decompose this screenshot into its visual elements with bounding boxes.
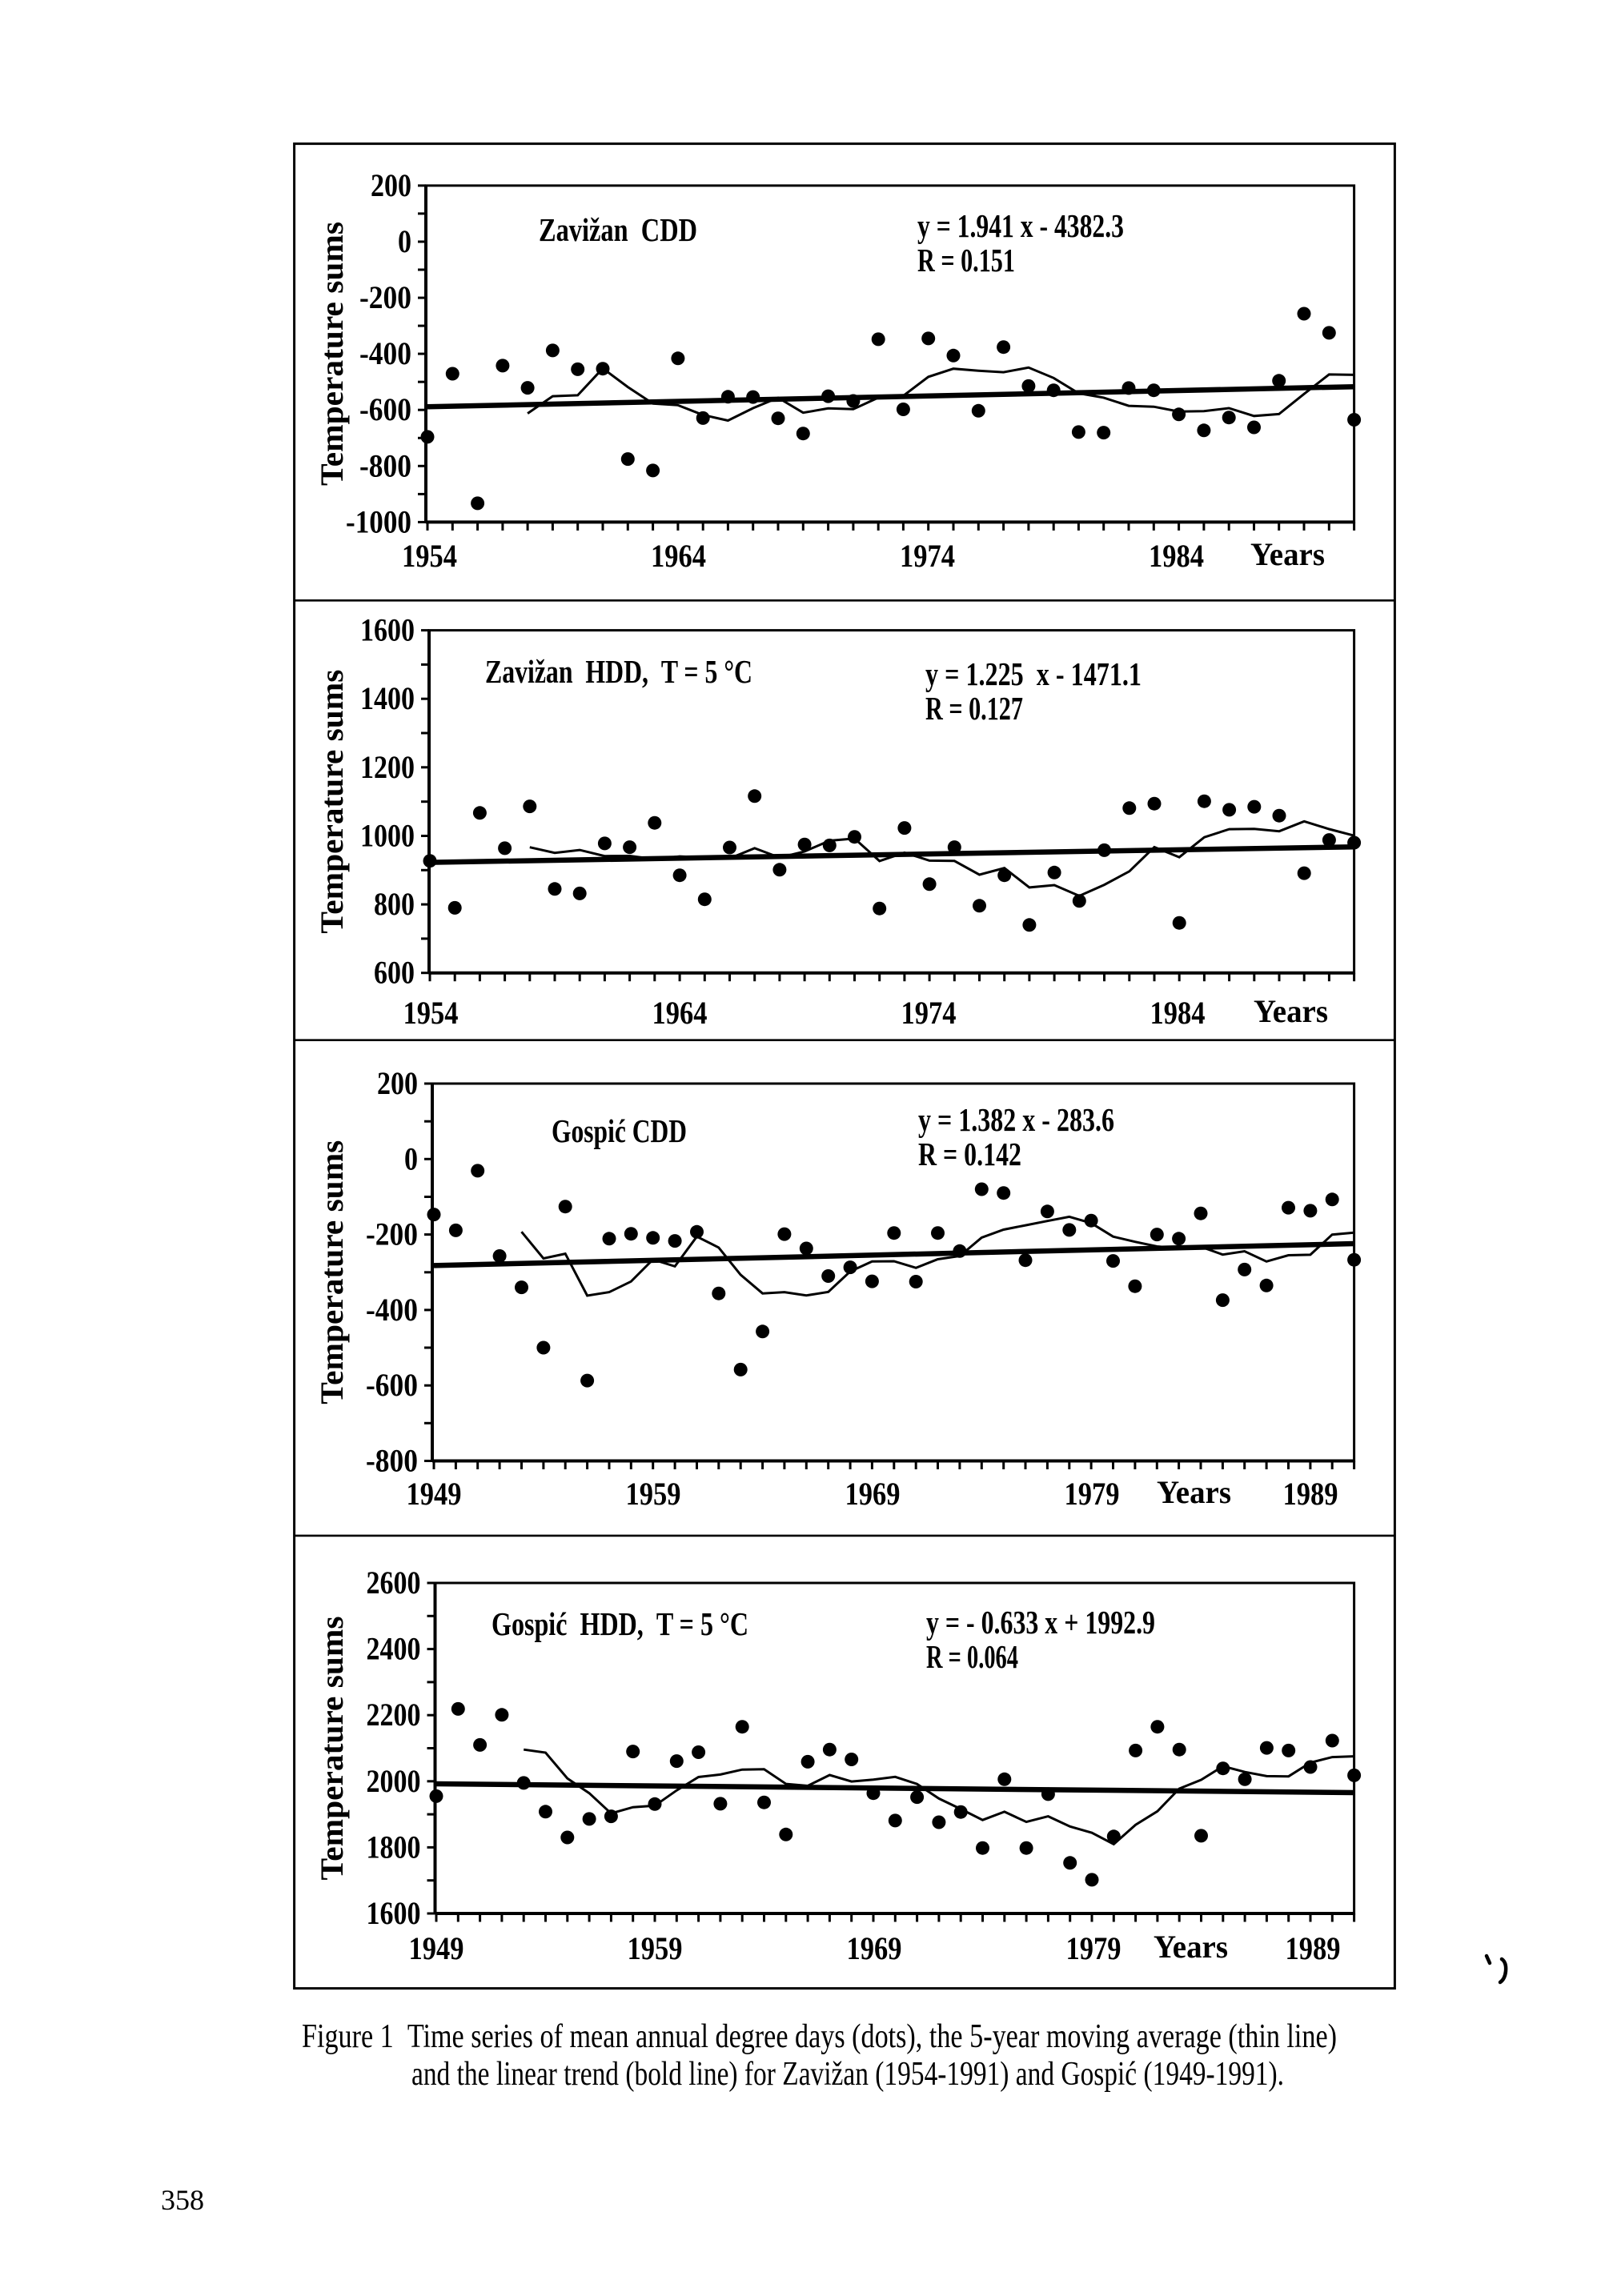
svg-text:1000: 1000 <box>360 818 415 854</box>
svg-text:y = 1.225 x - 1471.1: y = 1.225 x - 1471.1 <box>925 655 1142 692</box>
svg-text:Temperature sums: Temperature sums <box>314 1140 350 1404</box>
svg-text:-200: -200 <box>359 279 411 315</box>
svg-text:1949: 1949 <box>409 1930 464 1966</box>
svg-text:-400: -400 <box>359 335 411 371</box>
svg-text:Zavižan HDD, T = 5 °C: Zavižan HDD, T = 5 °C <box>485 653 752 690</box>
svg-text:1974: 1974 <box>901 995 957 1031</box>
svg-text:1959: 1959 <box>628 1930 683 1966</box>
svg-text:R = 0.127: R = 0.127 <box>925 690 1023 727</box>
svg-text:800: 800 <box>374 886 415 922</box>
svg-text:Figure 1 Time series of mean: Figure 1 Time series of mean annual degr… <box>302 2018 1337 2055</box>
svg-text:R = 0.151: R = 0.151 <box>917 242 1015 278</box>
svg-text:y = 1.941 x - 4382.3: y = 1.941 x - 4382.3 <box>917 207 1124 244</box>
svg-text:-400: -400 <box>366 1292 418 1328</box>
svg-text:0: 0 <box>404 1140 418 1176</box>
svg-text:y = - 0.633 x + 1992.9: y = - 0.633 x + 1992.9 <box>926 1604 1155 1641</box>
svg-text:R = 0.142: R = 0.142 <box>918 1136 1021 1172</box>
svg-text:-200: -200 <box>366 1216 418 1252</box>
svg-text:2000: 2000 <box>367 1763 421 1799</box>
svg-text:1600: 1600 <box>360 612 415 648</box>
svg-text:-800: -800 <box>359 447 411 483</box>
svg-text:Zavižan CDD: Zavižan CDD <box>539 211 697 248</box>
svg-text:and the linear trend (bold lin: and the linear trend (bold line) for Zav… <box>411 2056 1284 2093</box>
svg-text:1979: 1979 <box>1066 1930 1122 1966</box>
svg-text:1969: 1969 <box>847 1930 902 1966</box>
svg-text:1969: 1969 <box>845 1476 901 1512</box>
svg-text:200: 200 <box>377 1065 418 1101</box>
svg-text:-600: -600 <box>359 391 411 427</box>
svg-text:2400: 2400 <box>367 1631 421 1667</box>
svg-text:Years: Years <box>1254 993 1328 1029</box>
svg-text:Years: Years <box>1157 1474 1231 1510</box>
svg-text:Gospić CDD: Gospić CDD <box>552 1112 687 1149</box>
svg-text:1984: 1984 <box>1150 995 1206 1031</box>
svg-text:1964: 1964 <box>651 538 706 574</box>
svg-text:Temperature sums: Temperature sums <box>314 670 350 934</box>
svg-text:0: 0 <box>398 223 411 259</box>
svg-text:1984: 1984 <box>1149 538 1204 574</box>
svg-text:1200: 1200 <box>360 749 415 785</box>
svg-text:1949: 1949 <box>407 1476 462 1512</box>
svg-text:1400: 1400 <box>360 680 415 716</box>
svg-text:1989: 1989 <box>1286 1930 1341 1966</box>
svg-text:Temperature sums: Temperature sums <box>314 1617 350 1881</box>
svg-text:1974: 1974 <box>900 538 955 574</box>
svg-text:y = 1.382 x - 283.6: y = 1.382 x - 283.6 <box>918 1101 1114 1138</box>
svg-text:R = 0.064: R = 0.064 <box>926 1638 1018 1675</box>
svg-text:1600: 1600 <box>367 1895 421 1931</box>
svg-text:600: 600 <box>374 955 415 991</box>
svg-text:-1000: -1000 <box>346 503 411 539</box>
svg-text:Years: Years <box>1250 536 1325 572</box>
svg-text:Gospić HDD, T = 5 °C: Gospić HDD, T = 5 °C <box>492 1605 748 1642</box>
svg-text:-600: -600 <box>366 1367 418 1403</box>
svg-text:2600: 2600 <box>367 1565 421 1601</box>
svg-text:1800: 1800 <box>367 1829 421 1865</box>
svg-text:1959: 1959 <box>626 1476 681 1512</box>
svg-text:358: 358 <box>161 2184 204 2216</box>
svg-text:1964: 1964 <box>652 995 708 1031</box>
svg-text:Years: Years <box>1154 1929 1228 1965</box>
svg-text:Temperature sums: Temperature sums <box>314 222 350 486</box>
svg-text:1979: 1979 <box>1065 1476 1120 1512</box>
svg-text:1954: 1954 <box>402 538 457 574</box>
svg-text:200: 200 <box>371 167 411 203</box>
svg-text:1989: 1989 <box>1283 1476 1338 1512</box>
svg-text:2200: 2200 <box>367 1697 421 1733</box>
svg-text:1954: 1954 <box>403 995 459 1031</box>
svg-text:-800: -800 <box>366 1443 418 1479</box>
